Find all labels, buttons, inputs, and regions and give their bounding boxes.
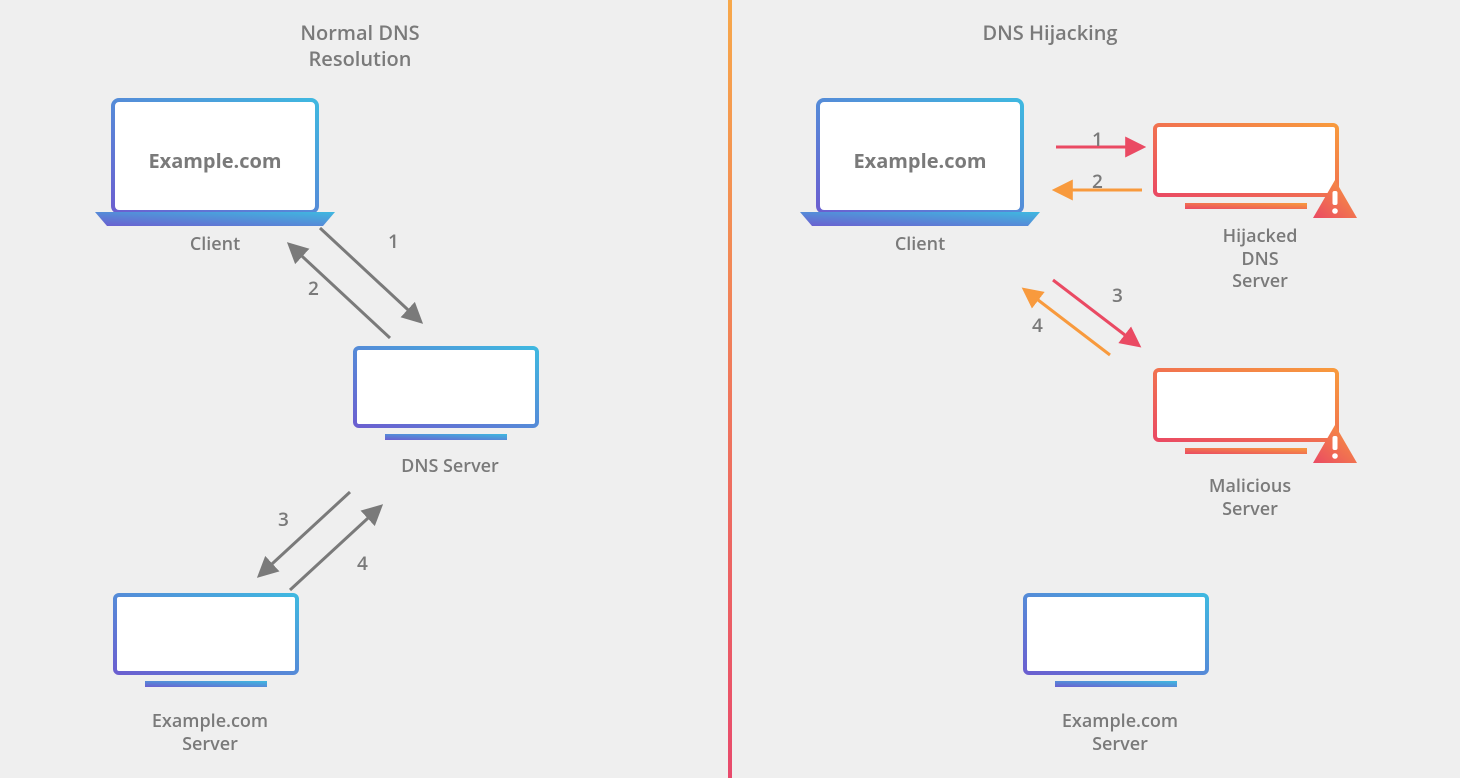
label-client-left: Client <box>180 233 250 256</box>
arrow-left-2 <box>290 245 390 338</box>
step-num-left-4: 4 <box>357 550 368 576</box>
label-hijacked-dns: Hijacked DNS Server <box>1210 225 1310 293</box>
hijacked-dns-icon <box>1155 125 1357 218</box>
step-num-right-4: 4 <box>1032 312 1043 338</box>
example-server-left-icon <box>115 595 297 687</box>
label-dns-server: DNS Server <box>390 455 510 478</box>
step-num-right-3: 3 <box>1112 282 1123 308</box>
step-num-left-1: 1 <box>388 228 399 254</box>
diagram-svg: Example.com <box>0 0 1460 778</box>
arrow-left-4 <box>290 507 380 590</box>
label-malicious-server: Malicious Server <box>1200 475 1300 520</box>
title-left: Normal DNS Resolution <box>280 20 440 72</box>
arrow-left-1 <box>320 228 420 321</box>
label-client-right: Client <box>885 233 955 256</box>
step-num-left-2: 2 <box>308 275 319 301</box>
client-right-url: Example.com <box>853 147 986 174</box>
client-left-icon: Example.com <box>95 100 335 226</box>
step-num-left-3: 3 <box>278 506 289 532</box>
title-right: DNS Hijacking <box>970 20 1130 46</box>
label-example-server-left: Example.com Server <box>145 710 275 755</box>
divider-line <box>728 0 732 778</box>
example-server-right-icon <box>1025 595 1207 687</box>
client-right-icon: Example.com <box>800 100 1040 226</box>
step-num-right-2: 2 <box>1092 168 1103 194</box>
arrow-left-3 <box>260 492 350 575</box>
malicious-server-icon <box>1155 370 1357 463</box>
client-left-url: Example.com <box>148 147 281 174</box>
arrow-right-3 <box>1053 280 1138 345</box>
step-num-right-1: 1 <box>1092 126 1103 152</box>
label-example-server-right: Example.com Server <box>1055 710 1185 755</box>
dns-server-icon <box>355 348 537 440</box>
